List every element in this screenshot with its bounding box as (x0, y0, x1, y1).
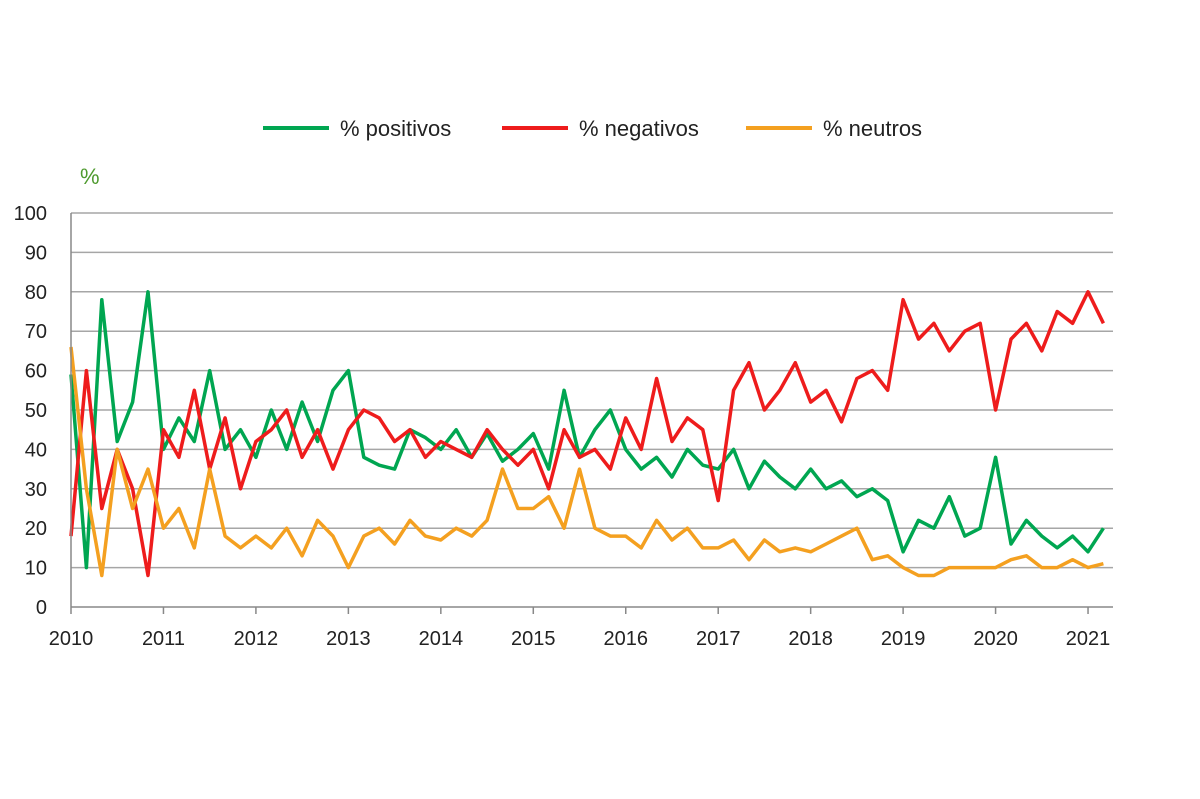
legend-label: % neutros (823, 116, 922, 141)
y-tick-label: 20 (25, 518, 47, 540)
y-tick-label: 80 (25, 282, 47, 304)
x-tick-label: 2019 (881, 628, 926, 650)
y-tick-label: 100 (14, 203, 47, 225)
legend-item: % negativos (502, 116, 699, 141)
y-tick-label: 60 (25, 361, 47, 383)
x-tick-label: 2015 (511, 628, 556, 650)
legend-item: % neutros (746, 116, 922, 141)
legend-item: % positivos (263, 116, 451, 141)
legend: % positivos % negativos % neutros (263, 116, 922, 141)
x-tick-label: 2014 (419, 628, 464, 650)
y-tick-label: 90 (25, 242, 47, 264)
y-tick-label: 70 (25, 321, 47, 343)
x-tick-label: 2013 (326, 628, 371, 650)
legend-label: % negativos (579, 116, 699, 141)
y-axis-ticks: 0 10 20 30 40 50 60 70 80 90 100 (14, 203, 47, 619)
x-tick-label: 2012 (234, 628, 279, 650)
y-tick-label: 0 (36, 597, 47, 619)
series-lines (69, 290, 1105, 578)
x-tick-label: 2018 (788, 628, 833, 650)
series-line-2 (69, 290, 1105, 578)
y-tick-label: 10 (25, 558, 47, 580)
y-tick-label: 50 (25, 400, 47, 422)
series-line-3 (69, 346, 1104, 578)
x-tick-label: 2020 (973, 628, 1018, 650)
legend-label: % positivos (340, 116, 451, 141)
y-tick-label: 30 (25, 479, 47, 501)
x-tick-label: 2011 (142, 628, 185, 650)
x-tick-label: 2016 (603, 628, 648, 650)
x-axis-ticks: 2010 2011 2012 2013 2014 2015 2016 2017 2018 2019… (49, 607, 1111, 650)
series-line-1 (69, 290, 1105, 570)
x-tick-label: 2021 (1066, 628, 1111, 650)
x-tick-label: 2010 (49, 628, 94, 650)
x-tick-label: 2017 (696, 628, 741, 650)
y-axis-unit-label: % (80, 164, 100, 189)
y-tick-label: 40 (25, 439, 47, 461)
